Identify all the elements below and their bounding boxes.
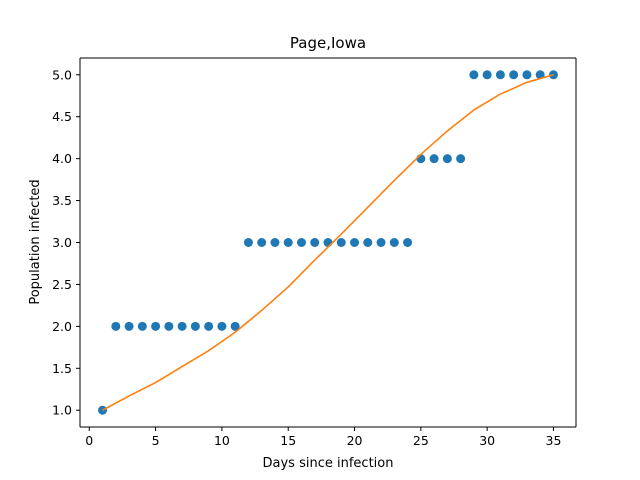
- scatter-point: [323, 238, 333, 247]
- x-tick-label: 10: [214, 433, 230, 448]
- scatter-point: [442, 154, 452, 164]
- scatter-point: [336, 238, 346, 247]
- y-tick-label: 1.5: [52, 361, 72, 376]
- scatter-point: [310, 238, 320, 247]
- scatter-point: [376, 238, 386, 247]
- scatter-point: [363, 238, 373, 247]
- y-tick-label: 4.5: [52, 109, 72, 124]
- ticks-layer: 0 5 10 15 20 25 30 35 1.0 1.5 2.0 2.5 3.0 3.5 4.0 4.5 5.…: [52, 67, 561, 448]
- scatter-point: [124, 321, 134, 331]
- x-tick-label: 35: [546, 433, 562, 448]
- scatter-point: [217, 321, 227, 331]
- scatter-point: [482, 70, 492, 80]
- scatter-point: [270, 238, 280, 247]
- axes-layer: [79, 57, 577, 428]
- x-tick-label: 0: [85, 433, 93, 448]
- chart-title: Page,Iowa: [290, 34, 366, 52]
- scatter-point: [283, 238, 293, 247]
- y-tick-label: 5.0: [52, 67, 72, 82]
- y-tick-label: 1.0: [52, 403, 72, 418]
- y-tick-label: 4.0: [52, 151, 72, 166]
- scatter-point: [495, 70, 505, 80]
- x-tick-label: 20: [347, 433, 363, 448]
- scatter-point: [243, 238, 253, 247]
- y-axis-label: Population infected: [28, 179, 43, 304]
- scatter-point: [509, 70, 519, 80]
- y-tick-label: 3.5: [52, 193, 72, 208]
- scatter-point: [350, 238, 360, 247]
- fit-curve-line: [102, 74, 554, 411]
- scatter-point: [204, 321, 214, 331]
- scatter-point: [522, 70, 532, 80]
- scatter-point: [389, 238, 399, 247]
- scatter-point: [190, 321, 200, 331]
- scatter-point: [164, 321, 174, 331]
- x-tick-label: 30: [479, 433, 495, 448]
- series-layer: [98, 70, 558, 415]
- scatter-point: [429, 154, 439, 164]
- scatter-point: [535, 70, 545, 80]
- scatter-point: [456, 154, 466, 164]
- scatter-point: [137, 321, 147, 331]
- scatter-point: [111, 321, 121, 331]
- x-tick-label: 5: [152, 433, 160, 448]
- scatter-point: [151, 321, 161, 331]
- x-axis-label: Days since infection: [263, 456, 394, 471]
- scatter-point: [403, 238, 413, 247]
- x-tick-label: 25: [413, 433, 429, 448]
- scatter-point: [469, 70, 479, 80]
- y-tick-label: 2.5: [52, 277, 72, 292]
- scatter-point: [257, 238, 267, 247]
- x-tick-label: 15: [280, 433, 296, 448]
- y-tick-label: 3.0: [52, 235, 72, 250]
- scatter-point: [230, 321, 240, 331]
- y-tick-label: 2.0: [52, 319, 72, 334]
- scatter-point: [296, 238, 306, 247]
- scatter-point: [177, 321, 187, 331]
